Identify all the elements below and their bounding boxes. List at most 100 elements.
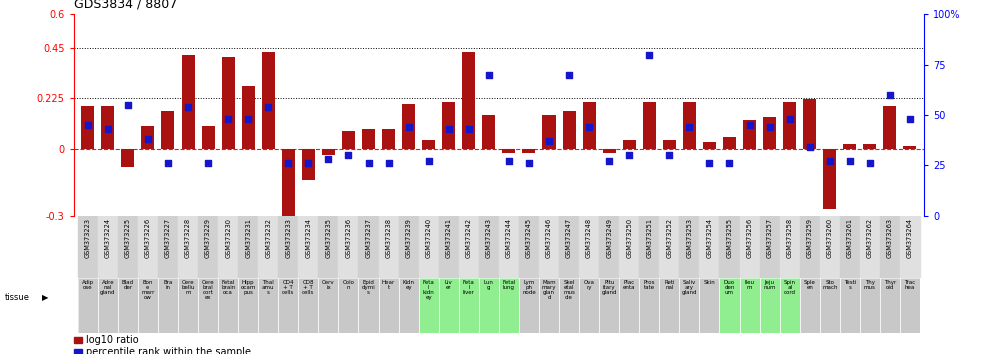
Bar [462,52,476,149]
Bar [839,278,860,333]
Point [681,124,697,130]
Bar [600,278,619,333]
Bar [182,55,195,149]
Bar [843,144,856,149]
Text: GSM373233: GSM373233 [285,218,291,258]
Text: Sto
mach: Sto mach [822,280,838,290]
Bar [639,216,660,278]
Bar [321,149,335,155]
Text: GSM373246: GSM373246 [546,218,552,258]
Text: GSM373239: GSM373239 [406,218,412,258]
Bar [539,278,559,333]
Point [340,153,356,158]
Bar [900,278,920,333]
Point [320,156,336,162]
Point [461,126,477,132]
Bar [479,278,498,333]
Text: Testi
s: Testi s [843,280,856,290]
Point [481,72,496,78]
Point [602,159,617,164]
Bar [419,278,438,333]
Bar [660,278,679,333]
Text: GSM373260: GSM373260 [827,218,833,258]
Text: GSM373228: GSM373228 [185,218,191,258]
Bar [579,278,600,333]
Bar [302,149,315,180]
Text: Plac
enta: Plac enta [623,280,635,290]
Point [380,161,396,166]
Point [862,161,878,166]
Bar [278,278,298,333]
Text: Blad
der: Blad der [122,280,134,290]
Text: Feta
l
liver: Feta l liver [463,280,475,295]
Bar [739,278,760,333]
Text: Skin: Skin [704,280,716,285]
Bar [743,120,756,149]
Text: Ileu
m: Ileu m [744,280,755,290]
Bar [161,110,175,149]
Bar [559,278,579,333]
Bar [483,115,495,149]
Bar [398,216,419,278]
Bar [82,106,94,149]
Text: Hear
t: Hear t [382,280,395,290]
Bar [619,216,639,278]
Bar [158,216,178,278]
Bar [259,278,278,333]
Point [662,153,677,158]
Bar [519,216,539,278]
Bar [679,278,700,333]
Text: GSM373256: GSM373256 [746,218,753,258]
Bar [760,278,780,333]
Text: Lym
ph
node: Lym ph node [522,280,536,295]
Bar [579,278,600,333]
Text: Thy
mus: Thy mus [864,280,876,290]
Bar [298,216,318,278]
Bar [338,278,359,333]
Point [621,153,637,158]
Text: tissue: tissue [5,293,29,302]
Bar [97,216,118,278]
Text: Sple
en: Sple en [804,280,816,290]
Bar [820,216,839,278]
Bar [419,216,438,278]
Text: Saliv
ary
gland: Saliv ary gland [681,280,697,295]
Bar [860,278,880,333]
Text: Skel
etal
mus
cle: Skel etal mus cle [563,280,575,300]
Text: Mam
mary
glan
d: Mam mary glan d [542,280,556,300]
Point [361,161,376,166]
Bar [639,278,660,333]
Bar [242,86,255,149]
Bar [579,216,600,278]
Point [501,159,517,164]
Bar [562,110,576,149]
Bar [218,278,238,333]
Point [742,122,758,128]
Text: GSM373237: GSM373237 [366,218,372,258]
Text: Kidn
ey: Kidn ey [403,280,415,290]
Point [542,138,557,144]
Text: GSM373225: GSM373225 [125,218,131,258]
Bar [663,140,676,149]
Bar [459,216,479,278]
Text: GSM373223: GSM373223 [85,218,90,258]
Text: Thal
amu
s: Thal amu s [262,280,274,295]
Bar [622,140,636,149]
Bar [318,278,338,333]
Text: GSM373234: GSM373234 [306,218,312,258]
Bar [318,278,338,333]
Bar [583,102,596,149]
Bar [158,278,178,333]
Bar [78,278,97,333]
Text: GSM373227: GSM373227 [165,218,171,258]
Point [642,52,658,57]
Bar [539,278,559,333]
Text: GSM373224: GSM373224 [105,218,111,258]
Bar [402,104,415,149]
Bar [739,278,760,333]
Text: GSM373264: GSM373264 [907,218,913,258]
Point [842,159,858,164]
Bar [362,129,376,149]
Text: CD8
+ T
cells: CD8 + T cells [302,280,315,295]
Bar [142,126,154,149]
